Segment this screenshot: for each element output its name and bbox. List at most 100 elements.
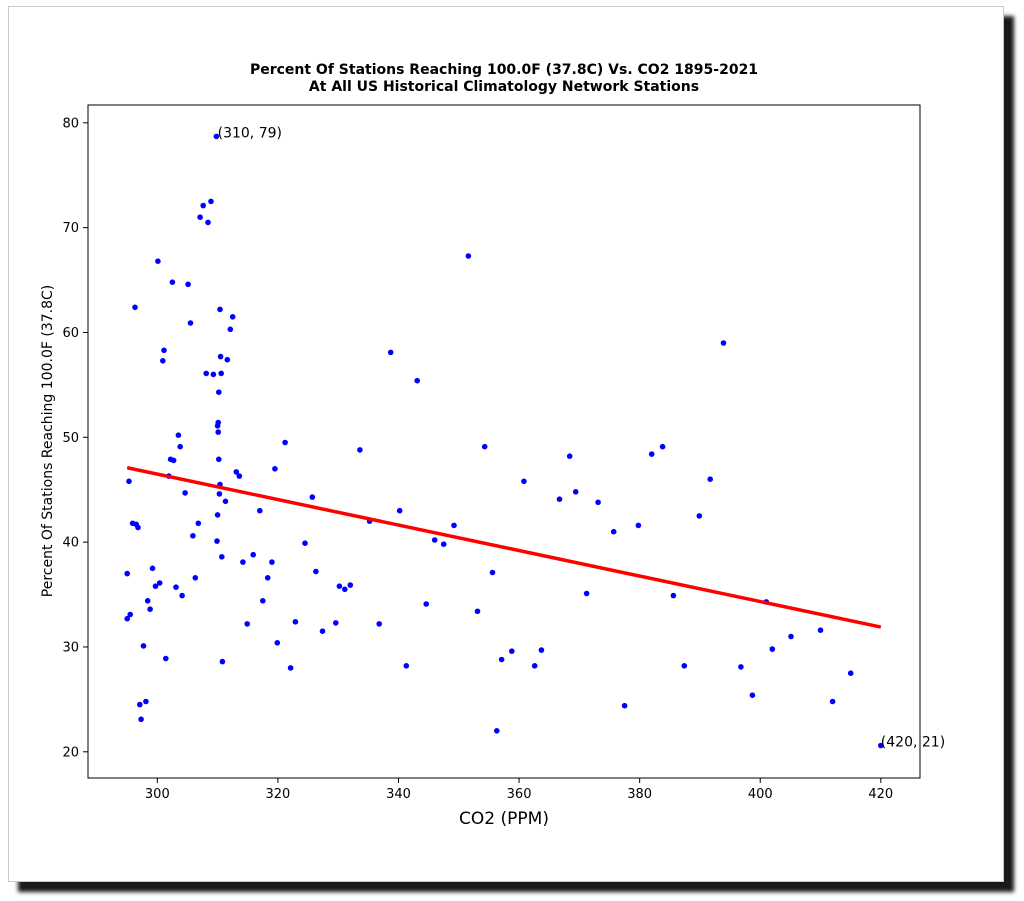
data-point xyxy=(696,513,703,519)
data-point xyxy=(210,371,217,378)
data-point xyxy=(160,358,166,364)
data-point xyxy=(208,198,214,205)
data-point xyxy=(222,498,229,505)
y-tick-label: 70 xyxy=(62,221,79,236)
y-tick-label: 20 xyxy=(62,745,79,760)
data-point xyxy=(635,522,642,529)
x-tick-label: 320 xyxy=(265,787,290,802)
data-point xyxy=(847,670,854,676)
data-point xyxy=(126,478,132,485)
x-axis-label: CO2 (PPM) xyxy=(459,809,549,829)
data-point xyxy=(396,507,403,514)
data-point xyxy=(205,219,211,226)
data-point xyxy=(738,664,744,670)
data-point xyxy=(132,304,138,311)
data-point xyxy=(498,656,505,663)
data-point xyxy=(788,633,794,640)
data-point xyxy=(648,451,655,457)
data-point xyxy=(272,466,278,472)
data-points xyxy=(124,133,884,749)
data-point xyxy=(257,507,263,514)
y-tick-label: 50 xyxy=(62,431,79,446)
annotations: (310, 79) (420, 21) xyxy=(218,125,946,750)
data-point xyxy=(720,340,727,346)
data-point xyxy=(313,568,319,575)
data-point xyxy=(218,370,224,377)
data-point xyxy=(572,489,579,495)
data-point xyxy=(274,640,281,646)
data-point xyxy=(509,648,515,654)
data-point xyxy=(155,258,161,265)
data-point xyxy=(197,214,203,220)
data-point xyxy=(670,592,677,599)
data-point xyxy=(127,611,133,618)
data-point xyxy=(595,499,601,506)
data-point xyxy=(250,551,256,558)
point-annotation: (310, 79) xyxy=(218,125,282,141)
y-tick-label: 40 xyxy=(62,536,79,551)
data-point xyxy=(659,443,666,450)
data-point xyxy=(829,698,836,705)
data-point xyxy=(192,575,199,581)
data-point xyxy=(203,370,209,377)
data-point xyxy=(342,586,348,593)
data-point xyxy=(269,559,275,565)
data-point xyxy=(140,643,147,649)
data-point xyxy=(175,432,182,439)
data-point xyxy=(149,565,156,572)
data-point xyxy=(707,476,713,483)
data-point xyxy=(681,663,688,669)
data-point xyxy=(213,133,220,140)
data-point xyxy=(227,326,234,333)
data-point xyxy=(219,658,226,665)
data-point xyxy=(387,349,394,356)
data-point xyxy=(215,419,221,426)
data-point xyxy=(163,655,169,662)
data-point xyxy=(173,584,179,590)
x-tick-label: 360 xyxy=(507,787,532,802)
data-point xyxy=(336,583,343,589)
y-axis: 20 30 40 50 60 70 80 xyxy=(62,116,88,760)
data-point xyxy=(217,306,223,313)
data-point xyxy=(451,522,457,529)
data-point xyxy=(138,716,144,723)
data-point xyxy=(244,621,250,627)
data-point xyxy=(357,447,363,453)
data-point xyxy=(282,439,288,446)
data-point xyxy=(494,728,500,734)
data-point xyxy=(240,559,246,565)
data-point xyxy=(817,627,824,633)
data-point xyxy=(347,582,354,588)
point-annotation: (420, 21) xyxy=(881,735,945,751)
data-point xyxy=(431,537,438,543)
data-point xyxy=(170,457,177,464)
x-tick-label: 380 xyxy=(627,787,652,802)
data-point xyxy=(224,356,231,363)
data-point xyxy=(440,541,447,547)
data-point xyxy=(215,429,221,435)
data-point xyxy=(200,202,206,209)
x-tick-label: 300 xyxy=(145,787,170,802)
data-point xyxy=(465,253,472,259)
trend-line xyxy=(126,465,882,629)
data-point xyxy=(423,601,430,607)
chart-subtitle: At All US Historical Climatology Network… xyxy=(309,79,699,95)
data-point xyxy=(135,524,141,531)
data-point xyxy=(216,456,222,463)
chart-title: Percent Of Stations Reaching 100.0F (37.… xyxy=(250,62,758,78)
data-point xyxy=(124,615,130,622)
data-point xyxy=(749,692,756,698)
data-point xyxy=(621,702,628,709)
x-tick-label: 400 xyxy=(748,787,773,802)
data-point xyxy=(556,496,563,503)
x-tick-label: 340 xyxy=(386,787,411,802)
data-point xyxy=(292,619,299,625)
data-point xyxy=(214,512,221,518)
data-point xyxy=(161,347,167,354)
data-point xyxy=(319,628,326,634)
data-point xyxy=(229,314,236,320)
data-point xyxy=(236,473,243,479)
data-point xyxy=(219,554,225,560)
data-point xyxy=(769,646,776,652)
